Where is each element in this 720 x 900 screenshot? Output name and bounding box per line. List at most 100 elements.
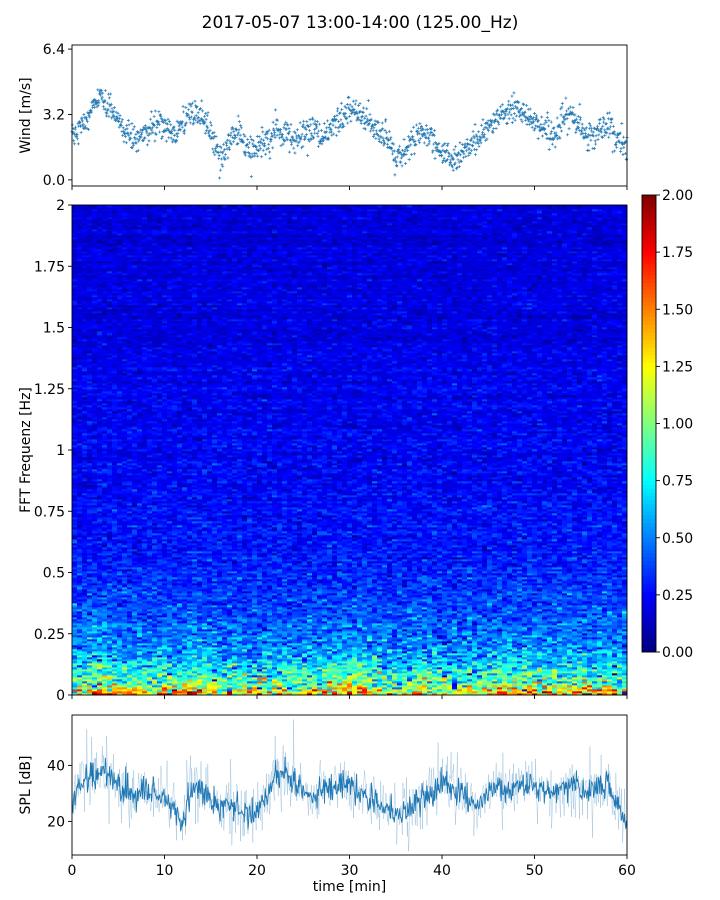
spectrogram-cell bbox=[102, 667, 107, 669]
spectrogram-cell bbox=[282, 665, 287, 667]
spectrogram-cell bbox=[497, 659, 502, 661]
spectrogram-cell bbox=[477, 675, 482, 677]
spectrogram-cell bbox=[537, 639, 542, 641]
spectrogram-cell bbox=[482, 675, 487, 677]
spectrogram-cell bbox=[232, 683, 237, 685]
spectrogram-cell bbox=[447, 685, 452, 687]
wind-point bbox=[304, 127, 307, 130]
spectrogram-cell bbox=[227, 647, 232, 649]
spectrogram-cell bbox=[222, 683, 227, 685]
spectrogram-cell bbox=[117, 643, 122, 645]
spectrogram-cell bbox=[257, 637, 262, 639]
spectrogram-cell bbox=[152, 657, 157, 659]
spectrogram-cell bbox=[552, 687, 557, 689]
spectrogram-cell bbox=[147, 667, 152, 669]
spectrogram-cell bbox=[262, 677, 267, 679]
spectrogram-cell bbox=[567, 669, 572, 671]
spectrogram-cell bbox=[297, 645, 302, 647]
spectrogram-cell bbox=[87, 685, 92, 687]
spectrogram-cell bbox=[202, 649, 207, 651]
spectrogram-cell bbox=[332, 671, 337, 673]
spectrogram-cell bbox=[187, 659, 192, 661]
spectrogram-cell bbox=[187, 665, 192, 667]
spectrogram-cell bbox=[437, 679, 442, 681]
spectrogram-cell bbox=[387, 663, 392, 665]
spectrogram-cell bbox=[152, 635, 157, 637]
spectrogram-cell bbox=[187, 691, 192, 693]
spectrogram-cell bbox=[77, 669, 82, 671]
spectrogram-cell bbox=[492, 641, 497, 643]
wind-point bbox=[584, 132, 587, 135]
spectrogram-cell bbox=[542, 681, 547, 683]
spectrogram-cell bbox=[257, 679, 262, 681]
spectrogram-cell bbox=[192, 633, 197, 635]
spectrogram-cell bbox=[242, 669, 247, 671]
spectrogram-cell bbox=[492, 665, 497, 667]
spectrogram-cell bbox=[237, 687, 242, 689]
spectrogram-cell bbox=[137, 673, 142, 675]
wind-point bbox=[349, 120, 352, 123]
spectrogram-cell bbox=[327, 653, 332, 655]
spectrogram-cell bbox=[602, 661, 607, 663]
spectrogram-cell bbox=[92, 661, 97, 663]
spectrogram-cell bbox=[492, 655, 497, 657]
spectrogram-cell bbox=[522, 669, 527, 671]
wind-point bbox=[346, 122, 349, 125]
spectrogram-cell bbox=[582, 675, 587, 677]
spectrogram-cell bbox=[237, 643, 242, 645]
spectrogram-cell bbox=[147, 671, 152, 673]
spectrogram-cell bbox=[172, 685, 177, 687]
spectrogram-cell bbox=[307, 667, 312, 669]
spectrogram-cell bbox=[547, 679, 552, 681]
spectrogram-cell bbox=[502, 659, 507, 661]
spectrogram-cell bbox=[492, 663, 497, 665]
spectrogram-cell bbox=[227, 645, 232, 647]
wind-point bbox=[260, 155, 263, 158]
wind-point bbox=[587, 143, 590, 146]
spectrogram-cell bbox=[142, 691, 147, 693]
spectrogram-cell bbox=[247, 675, 252, 677]
spectrogram-cell bbox=[597, 669, 602, 671]
spectrogram-cell bbox=[592, 643, 597, 645]
spectrogram-cell bbox=[592, 689, 597, 691]
spectrogram-cell bbox=[332, 679, 337, 681]
spectrogram-cell bbox=[602, 689, 607, 691]
spectrogram-cell bbox=[142, 645, 147, 647]
wind-point bbox=[228, 146, 231, 149]
spectrogram-cell bbox=[587, 639, 592, 641]
spectrogram-cell bbox=[242, 665, 247, 667]
wind-point bbox=[410, 153, 413, 156]
spectrogram-cell bbox=[137, 647, 142, 649]
spectrogram-cell bbox=[392, 651, 397, 653]
spectrogram-cell bbox=[92, 639, 97, 641]
spectrogram-cell bbox=[442, 635, 447, 637]
spectrogram-cell bbox=[602, 653, 607, 655]
spectrogram-cell bbox=[102, 647, 107, 649]
spectrogram-cell bbox=[602, 655, 607, 657]
spectrogram-cell bbox=[262, 661, 267, 663]
spectrogram-cell bbox=[427, 669, 432, 671]
spectrogram-cell bbox=[422, 661, 427, 663]
wind-point bbox=[351, 105, 354, 108]
spectrogram-cell bbox=[497, 675, 502, 677]
spectrogram-cell bbox=[537, 673, 542, 675]
spectrogram-cell bbox=[182, 675, 187, 677]
spectrogram-cell bbox=[237, 671, 242, 673]
spectrogram-cell bbox=[282, 669, 287, 671]
spectrogram-cell bbox=[412, 671, 417, 673]
spectrogram-cell bbox=[107, 657, 112, 659]
spectrogram-cell bbox=[212, 665, 217, 667]
spectrogram-cell bbox=[472, 663, 477, 665]
spectrogram-cell bbox=[217, 687, 222, 689]
spectrogram-cells bbox=[72, 205, 627, 695]
spectrogram-cell bbox=[97, 671, 102, 673]
spectrogram-cell bbox=[527, 641, 532, 643]
wind-point bbox=[428, 142, 431, 145]
spectrogram-cell bbox=[287, 671, 292, 673]
spectrogram-cell bbox=[467, 667, 472, 669]
wind-point bbox=[597, 133, 600, 136]
spectrogram-cell bbox=[542, 651, 547, 653]
spectrogram-cell bbox=[372, 639, 377, 641]
spectrogram-cell bbox=[122, 657, 127, 659]
spectrogram-cell bbox=[342, 691, 347, 693]
